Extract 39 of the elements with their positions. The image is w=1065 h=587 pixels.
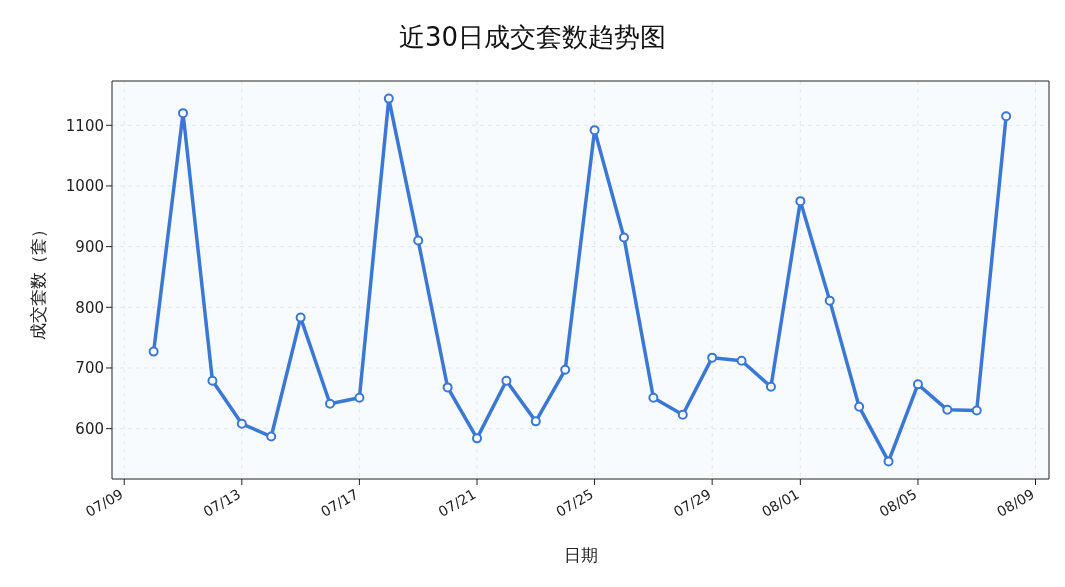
point: [236, 418, 247, 429]
point: [912, 379, 923, 390]
point: [1001, 111, 1012, 122]
point: [148, 346, 159, 357]
point: [765, 381, 776, 392]
point: [472, 433, 482, 444]
point: [530, 416, 541, 427]
chart-title: 近30日成交套数趋势图: [397, 21, 668, 54]
point: [677, 409, 688, 420]
point: [295, 312, 306, 323]
point: [560, 364, 571, 375]
point: [325, 398, 336, 409]
y-tick-label: 1000: [65, 177, 104, 196]
point: [795, 196, 806, 207]
y-tick-label: 600: [75, 419, 104, 438]
point: [383, 93, 394, 104]
point: [824, 295, 835, 306]
y-tick-label: 1100: [65, 116, 104, 135]
point: [501, 375, 512, 386]
point: [942, 404, 953, 415]
point: [589, 125, 600, 136]
point: [971, 405, 982, 416]
y-axis-title: 成交套数（套）: [28, 220, 49, 340]
point: [413, 235, 424, 246]
point: [266, 431, 277, 442]
y-tick-label: 800: [75, 298, 104, 317]
point: [736, 355, 747, 366]
y-tick-label: 900: [75, 237, 104, 256]
point: [707, 352, 718, 363]
point: [883, 456, 894, 467]
point: [442, 382, 453, 393]
x-axis-title: 日期: [563, 545, 598, 565]
point: [178, 108, 189, 119]
y-tick-label: 700: [75, 359, 104, 378]
point: [354, 392, 365, 403]
point: [648, 392, 659, 403]
point: [618, 232, 629, 243]
point: [854, 401, 865, 412]
point: [207, 375, 218, 386]
